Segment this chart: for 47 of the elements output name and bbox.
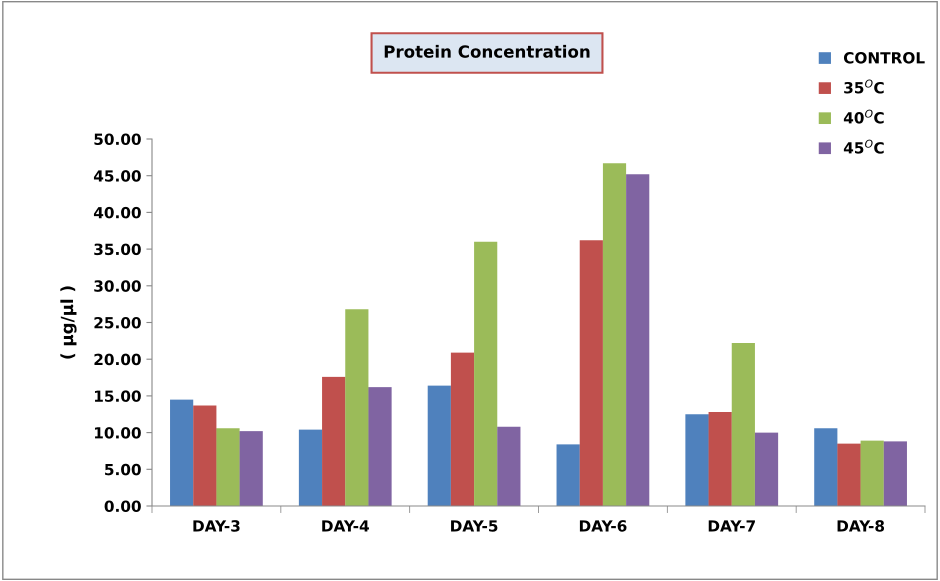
y-tick-label: 30.00 — [94, 280, 141, 292]
legend-label: 40$^{O}$C — [844, 110, 884, 124]
bar — [556, 444, 580, 506]
bar — [240, 431, 263, 506]
bar — [580, 240, 603, 506]
bar — [368, 387, 392, 506]
x-tick-label: DAY-7 — [708, 520, 755, 532]
bar — [626, 174, 650, 506]
y-axis-title: ( µg/µl ) — [60, 286, 77, 359]
bar — [216, 428, 240, 506]
bar — [428, 386, 451, 506]
legend-label: CONTROL — [844, 52, 925, 64]
bar — [450, 352, 474, 506]
y-tick-label: 15.00 — [94, 390, 141, 402]
y-tick-label: 50.00 — [94, 133, 141, 146]
bar — [322, 376, 346, 506]
bar — [814, 428, 838, 506]
bar — [474, 242, 498, 506]
y-tick-label: 45.00 — [94, 170, 141, 182]
x-tick-label: DAY-8 — [838, 520, 884, 532]
y-tick-label: 20.00 — [94, 354, 141, 366]
x-tick-label: DAY-5 — [451, 520, 498, 532]
y-tick-label: 35.00 — [94, 244, 141, 256]
bar — [170, 400, 194, 506]
bar — [860, 440, 884, 506]
y-tick-label: 10.00 — [94, 427, 141, 439]
bar — [837, 444, 861, 506]
x-tick-label: DAY-3 — [193, 520, 240, 532]
chart-title: Protein Concentration — [384, 44, 590, 58]
bar — [345, 309, 368, 506]
x-tick-label: DAY-4 — [322, 520, 369, 532]
bar — [754, 432, 778, 506]
x-tick-label: DAY-6 — [580, 520, 627, 532]
y-tick-label: 25.00 — [94, 316, 141, 329]
legend-label: 35$^{O}$C — [844, 80, 884, 94]
bar — [193, 405, 216, 506]
y-tick-label: 0.00 — [104, 500, 141, 512]
legend-label: 45$^{O}$C — [844, 140, 884, 154]
y-tick-label: 5.00 — [105, 464, 141, 476]
bar — [602, 163, 626, 506]
bar — [708, 412, 732, 506]
y-tick-label: 40.00 — [94, 206, 141, 218]
bar — [497, 426, 520, 506]
bar — [298, 430, 322, 506]
bar — [732, 343, 755, 506]
bar — [884, 441, 907, 506]
bar — [685, 414, 709, 506]
